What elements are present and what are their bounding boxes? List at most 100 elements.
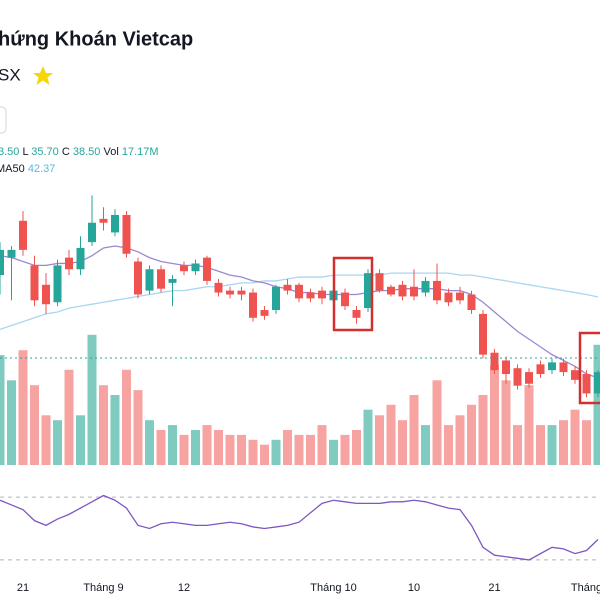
- candle-body: [479, 313, 487, 355]
- volume-bar: [214, 430, 223, 465]
- candle-body: [490, 352, 499, 371]
- rsi-line: [0, 494, 599, 561]
- volume-bar: [398, 420, 407, 465]
- candle-body: [157, 269, 165, 289]
- candle-body: [42, 284, 50, 305]
- highlight-box: [578, 331, 600, 405]
- candle-body: [30, 265, 39, 301]
- volume-bar: [168, 425, 177, 465]
- candle-body: [582, 374, 591, 394]
- cropped-button[interactable]: [0, 106, 7, 134]
- candle-body: [318, 290, 326, 299]
- candle-body: [88, 222, 96, 243]
- volume-bar: [501, 380, 511, 465]
- candle-body: [525, 372, 533, 384]
- volume-bar: [18, 350, 28, 465]
- volume-bar: [455, 415, 465, 465]
- volume-bar: [547, 425, 557, 465]
- candle-body: [283, 284, 292, 291]
- candle-body: [295, 284, 303, 299]
- candle-body: [467, 294, 476, 311]
- close-label: C: [62, 146, 70, 158]
- candle-body: [559, 362, 568, 373]
- volume-bar: [582, 420, 591, 465]
- volume-bar: [87, 334, 97, 465]
- vol-label: Vol: [103, 146, 118, 158]
- favorite-star[interactable]: [33, 66, 53, 85]
- close-value: 38.50: [73, 146, 101, 158]
- volume-bar: [490, 364, 499, 465]
- vol-value: 17.17M: [122, 146, 159, 158]
- volume-bar: [110, 395, 120, 465]
- volume-bar: [467, 404, 476, 465]
- volume-bar: [122, 369, 131, 465]
- candle-body: [594, 372, 600, 394]
- candle-body: [180, 265, 188, 272]
- volume-bar: [306, 434, 315, 465]
- candle-body: [53, 265, 62, 303]
- volume-bar: [524, 385, 534, 465]
- volume-bar: [386, 404, 396, 465]
- volume-bar: [260, 444, 269, 465]
- candle-body: [513, 368, 522, 386]
- ohlc-legend: 3.50 L 35.70 C 38.50 Vol 17.17M: [0, 146, 159, 158]
- candle-body: [99, 218, 108, 223]
- volume-bar: [248, 439, 258, 465]
- volume-bar: [237, 434, 246, 465]
- volume-bar: [375, 415, 384, 465]
- volume-bar: [99, 385, 108, 465]
- candle-body: [548, 362, 556, 371]
- candle-body: [168, 278, 177, 283]
- candle-body: [456, 292, 464, 301]
- low-value: 35.70: [31, 146, 59, 158]
- candle-body: [134, 261, 142, 295]
- candle-body: [410, 286, 418, 297]
- volume-bar: [7, 380, 16, 465]
- volume-bar: [145, 420, 154, 465]
- candle-body: [387, 286, 395, 295]
- candle-body: [502, 360, 510, 375]
- volume-bar: [478, 395, 488, 465]
- candle-body: [237, 290, 246, 295]
- x-tick-label: 21: [17, 582, 29, 594]
- candle-body: [7, 249, 16, 258]
- volume-bar: [363, 409, 373, 465]
- volume-bar: [513, 425, 522, 465]
- x-tick-label: 10: [408, 582, 420, 594]
- volume-bar: [76, 415, 85, 465]
- candle-body: [364, 273, 372, 309]
- volume-bar: [41, 415, 51, 465]
- x-tick-label: Tháng 9: [83, 582, 123, 594]
- volume-bar: [53, 420, 62, 465]
- high-value: 3.50: [0, 146, 19, 158]
- candle-body: [0, 249, 4, 276]
- volume-bar: [536, 425, 545, 465]
- volume-bar: [444, 425, 453, 465]
- candle-body: [536, 364, 545, 375]
- plot-area: 21 Tháng 9 12 Tháng 10 10 21 Tháng: [0, 195, 600, 594]
- candle-body: [272, 286, 280, 311]
- candle-body: [111, 214, 119, 233]
- volume-bar: [329, 439, 338, 465]
- candle-body: [352, 310, 361, 318]
- ma-legend: MA50 42.37: [0, 163, 55, 175]
- volume-bar: [570, 409, 580, 465]
- volume-bar: [191, 430, 200, 465]
- ma-label: MA50: [0, 163, 25, 175]
- exchange: SX: [0, 65, 21, 84]
- volume-bar: [30, 385, 39, 465]
- volume-bar: [294, 434, 304, 465]
- candle-body: [444, 292, 453, 303]
- ma-value: 42.37: [28, 163, 56, 175]
- candle-body: [249, 292, 257, 318]
- candle-body: [76, 247, 85, 270]
- volume-bar: [0, 355, 5, 465]
- candle-body: [341, 292, 349, 307]
- x-tick-label: 12: [178, 582, 190, 594]
- x-tick-label: Tháng: [571, 582, 600, 594]
- highlight-box: [332, 256, 374, 332]
- candle-body: [433, 280, 441, 301]
